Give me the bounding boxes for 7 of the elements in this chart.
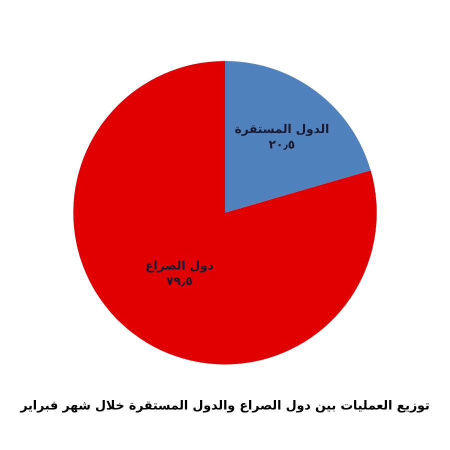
- data-label: ٢٠٫٥: [268, 138, 296, 152]
- slice-label: الدول المستقرة: [234, 122, 330, 136]
- text: توزيع العمليات بين دول الصراع والدول المستقرة خلال شهر فبراير: [19, 397, 430, 414]
- data-label: ٧٩٫٥: [166, 274, 193, 288]
- slice-label: دول الصراع: [145, 258, 214, 273]
- pie-slice: [225, 61, 371, 213]
- pie-slice: [73, 61, 377, 364]
